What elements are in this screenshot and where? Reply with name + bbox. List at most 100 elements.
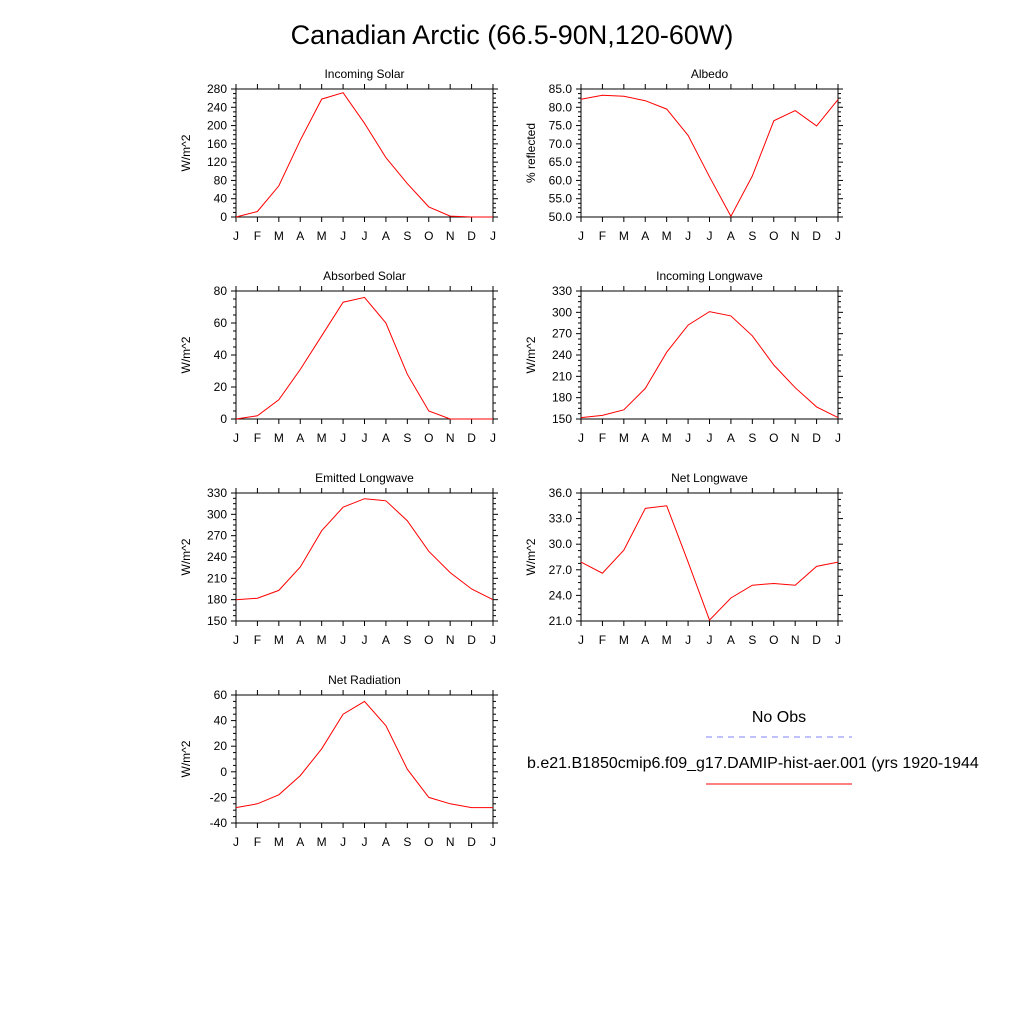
y-tick-label: 65.0 [549, 155, 573, 169]
y-tick-label: 120 [207, 155, 227, 169]
x-tick-label: A [727, 431, 735, 445]
y-axis-label: W/m^2 [524, 336, 538, 373]
x-tick-label: F [254, 229, 261, 243]
series-line [235, 92, 493, 218]
x-tick-label: O [769, 431, 778, 445]
plot-frame [580, 88, 839, 218]
x-tick-label: D [467, 835, 476, 849]
x-tick-label: O [769, 229, 778, 243]
y-tick-label: 210 [207, 571, 227, 585]
x-tick-label: J [578, 431, 584, 445]
x-tick-label: M [317, 835, 327, 849]
x-tick-label: D [812, 229, 821, 243]
y-tick-label: 20 [214, 739, 228, 753]
x-tick-label: J [835, 229, 841, 243]
panel-title: Emitted Longwave [315, 471, 414, 485]
x-tick-label: N [446, 229, 455, 243]
x-tick-label: M [662, 633, 672, 647]
x-tick-label: S [748, 229, 756, 243]
y-tick-label: 40 [214, 192, 228, 206]
x-tick-label: M [662, 229, 672, 243]
y-tick-label: 27.0 [549, 563, 573, 577]
x-tick-label: S [403, 633, 411, 647]
x-tick-label: F [254, 835, 261, 849]
y-tick-label: 210 [552, 369, 572, 383]
x-tick-label: J [685, 633, 691, 647]
y-tick-label: 20 [214, 380, 228, 394]
x-tick-label: A [727, 633, 735, 647]
x-tick-label: N [791, 229, 800, 243]
x-tick-label: M [619, 431, 629, 445]
y-tick-label: 75.0 [549, 119, 573, 133]
x-tick-label: D [812, 431, 821, 445]
y-tick-label: 160 [207, 137, 227, 151]
y-tick-label: 0 [220, 412, 227, 426]
x-tick-label: J [340, 229, 346, 243]
y-tick-label: 150 [552, 412, 572, 426]
panel-title: Albedo [691, 67, 729, 81]
x-tick-label: S [403, 835, 411, 849]
x-tick-label: D [467, 633, 476, 647]
y-tick-label: 36.0 [549, 486, 573, 500]
x-tick-label: J [707, 229, 713, 243]
y-tick-label: 240 [552, 348, 572, 362]
x-tick-label: O [769, 633, 778, 647]
x-tick-label: S [748, 633, 756, 647]
x-tick-label: O [424, 431, 433, 445]
y-tick-label: 330 [207, 486, 227, 500]
x-tick-label: A [382, 633, 390, 647]
x-tick-label: J [362, 431, 368, 445]
y-tick-label: 0 [220, 210, 227, 224]
y-tick-label: 150 [207, 614, 227, 628]
x-tick-label: A [382, 229, 390, 243]
panel-title: Incoming Longwave [656, 269, 763, 283]
x-tick-label: J [578, 229, 584, 243]
x-tick-label: J [490, 431, 496, 445]
y-tick-label: 300 [552, 305, 572, 319]
x-tick-label: N [446, 633, 455, 647]
y-axis-label: W/m^2 [179, 134, 193, 171]
x-tick-label: A [727, 229, 735, 243]
y-axis-label: W/m^2 [179, 740, 193, 777]
series-line [235, 498, 494, 601]
y-tick-label: 60.0 [549, 173, 573, 187]
x-tick-label: D [467, 431, 476, 445]
plot-frame [235, 290, 494, 420]
x-tick-label: J [490, 633, 496, 647]
x-tick-label: A [382, 431, 390, 445]
x-tick-label: J [340, 431, 346, 445]
y-axis-label: % reflected [524, 123, 538, 183]
x-tick-label: M [317, 229, 327, 243]
y-tick-label: 40 [214, 714, 228, 728]
x-tick-label: J [707, 633, 713, 647]
y-tick-label: 30.0 [549, 537, 573, 551]
x-tick-label: A [296, 835, 304, 849]
x-tick-label: N [446, 835, 455, 849]
series-line [580, 311, 839, 419]
x-tick-label: N [446, 431, 455, 445]
y-tick-label: 70.0 [549, 137, 573, 151]
x-tick-label: N [791, 431, 800, 445]
x-tick-label: N [791, 633, 800, 647]
x-tick-label: J [685, 229, 691, 243]
x-tick-label: A [296, 633, 304, 647]
x-tick-label: D [812, 633, 821, 647]
x-tick-label: J [490, 229, 496, 243]
x-tick-label: M [317, 431, 327, 445]
y-tick-label: 180 [207, 593, 227, 607]
x-tick-label: J [233, 835, 239, 849]
legend: No Obs b.e21.B1850cmip6.f09_g17.DAMIP-hi… [527, 709, 979, 785]
y-tick-label: 55.0 [549, 192, 573, 206]
x-tick-label: J [233, 229, 239, 243]
x-tick-label: J [578, 633, 584, 647]
panel-title: Net Longwave [671, 471, 748, 485]
x-tick-label: F [254, 431, 261, 445]
legend-obs-label: No Obs [752, 709, 806, 726]
x-tick-label: J [233, 633, 239, 647]
y-tick-label: 200 [207, 119, 227, 133]
x-tick-label: M [274, 229, 284, 243]
